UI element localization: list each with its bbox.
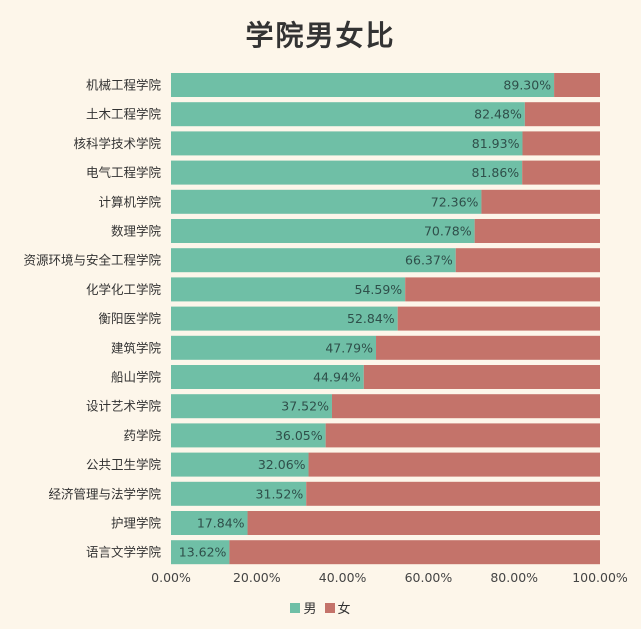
bar-male-11 [171,394,332,419]
bar-female-1 [524,102,600,127]
data-label-10: 44.94% [313,370,361,385]
category-label-2: 核科学技术学院 [73,136,161,151]
bar-male-1 [171,102,525,127]
data-label-14: 31.52% [256,486,304,501]
bar-female-16 [229,540,600,565]
bar-female-4 [481,189,600,214]
bar-male-2 [171,131,523,156]
bar-male-5 [171,219,475,243]
bar-male-10 [171,365,364,389]
x-tick-label-5: 100.00% [572,570,628,585]
category-label-16: 语言文学学院 [86,545,162,560]
bar-male-4 [171,189,482,214]
x-tick-label-4: 80.00% [490,570,538,585]
legend-item-male: 男 [290,598,317,617]
category-label-6: 资源环境与安全工程学院 [23,253,161,268]
data-label-8: 52.84% [347,311,395,326]
x-tick-label-2: 40.00% [319,570,367,585]
bar-female-10 [363,365,600,389]
bar-female-7 [405,277,600,302]
category-label-9: 建筑学院 [111,340,162,355]
data-label-5: 70.78% [424,224,472,239]
data-label-1: 82.48% [474,107,522,122]
bar-female-8 [397,306,600,331]
bar-female-12 [325,423,600,448]
legend-swatch-male [290,602,301,613]
category-label-13: 公共卫生学院 [86,457,162,472]
bar-female-9 [376,335,600,360]
bar-female-5 [474,219,600,243]
legend: 男 女 [0,598,641,617]
data-label-11: 37.52% [281,399,329,414]
legend-label-female: 女 [337,602,351,617]
bar-male-7 [171,277,406,302]
bar-female-3 [522,160,600,185]
bar-male-15 [171,511,248,535]
bar-female-13 [308,452,600,477]
bar-female-0 [554,73,600,97]
bar-female-15 [247,511,600,535]
bar-male-8 [171,306,398,331]
category-label-7: 化学化工学院 [86,282,162,297]
bar-male-9 [171,335,377,360]
bar-male-12 [171,423,326,448]
category-label-3: 电气工程学院 [86,165,162,180]
bar-male-13 [171,452,309,477]
category-label-10: 船山学院 [111,370,162,385]
category-label-8: 衡阳医学院 [98,311,161,326]
category-label-12: 药学院 [123,428,161,443]
data-label-6: 66.37% [405,253,453,268]
data-label-3: 81.86% [472,165,520,180]
category-label-0: 机械工程学院 [86,78,162,93]
data-label-9: 47.79% [325,340,373,355]
data-label-16: 13.62% [179,545,227,560]
bar-female-2 [522,131,600,156]
bar-female-6 [455,248,600,273]
chart-title: 学院男女比 [245,19,396,52]
category-label-15: 护理学院 [111,516,162,531]
x-tick-label-1: 20.00% [233,570,281,585]
bar-female-14 [306,481,600,506]
legend-label-male: 男 [303,602,317,617]
bar-male-3 [171,160,523,185]
bar-male-6 [171,248,456,273]
legend-swatch-female [324,602,335,613]
category-label-1: 土木工程学院 [86,107,162,122]
bar-female-11 [331,394,600,419]
bar-male-14 [171,481,307,506]
data-label-0: 89.30% [503,78,551,93]
category-label-11: 设计艺术学院 [86,399,162,414]
category-label-5: 数理学院 [111,224,162,239]
legend-item-female: 女 [324,598,351,617]
data-label-13: 32.06% [258,457,306,472]
x-tick-label-3: 60.00% [405,570,453,585]
category-label-14: 经济管理与法学学院 [48,486,161,501]
x-tick-label-0: 0.00% [151,570,191,585]
data-label-7: 54.59% [355,282,403,297]
bar-male-0 [171,73,555,97]
data-label-15: 17.84% [197,516,245,531]
bar-male-16 [171,540,230,565]
category-label-4: 计算机学院 [98,194,161,209]
data-label-12: 36.05% [275,428,323,443]
data-label-4: 72.36% [431,194,479,209]
data-label-2: 81.93% [472,136,520,151]
